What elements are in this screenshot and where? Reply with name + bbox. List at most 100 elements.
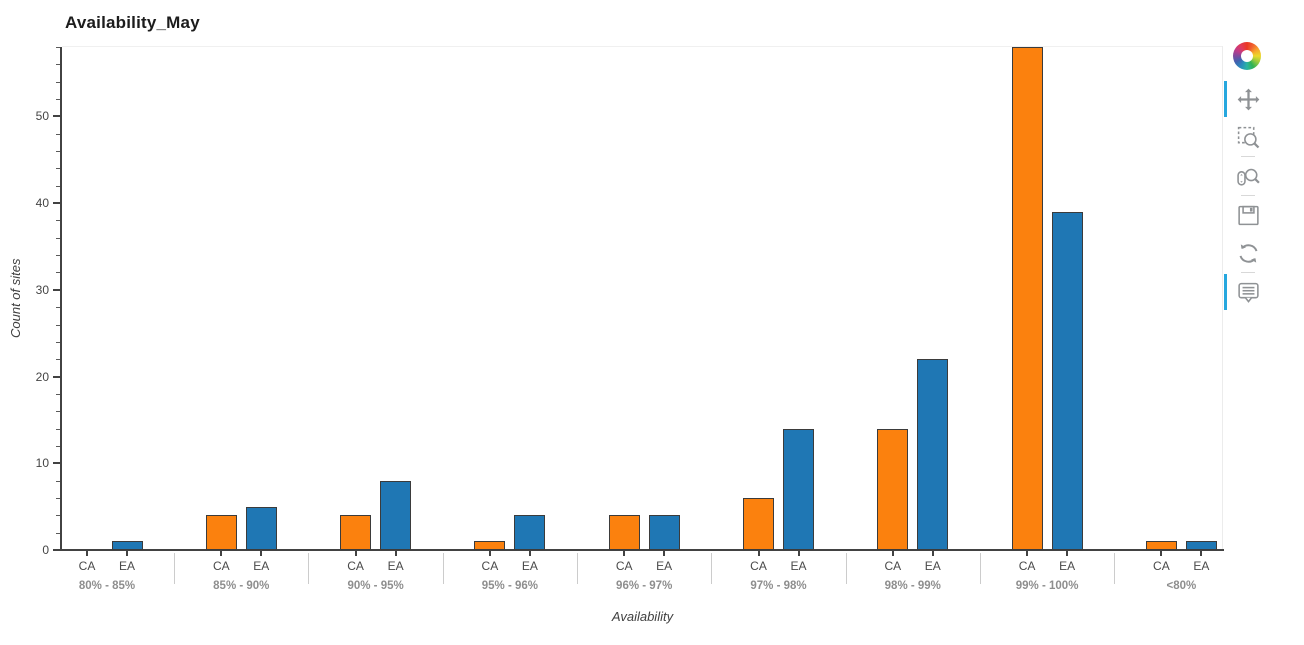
- active-tool-indicator: [1224, 274, 1227, 310]
- bokeh-logo[interactable]: [1233, 42, 1263, 72]
- bar-labels: CA EA: [206, 550, 277, 573]
- bar-slot: [340, 515, 372, 550]
- bar-label-cell: EA: [1186, 550, 1217, 573]
- x-tick: [623, 550, 626, 556]
- reset-icon: [1236, 241, 1261, 266]
- bar-label-cell: EA: [1052, 550, 1083, 573]
- category-label: 96% - 97%: [616, 580, 673, 592]
- bar-pair: [474, 47, 546, 550]
- bar-ea[interactable]: [1185, 541, 1217, 550]
- bar-ca[interactable]: [608, 515, 640, 550]
- y-minor-tick: [56, 151, 60, 153]
- x-tick: [1026, 550, 1029, 556]
- bar-ca[interactable]: [877, 429, 909, 550]
- bar-ca[interactable]: [205, 515, 237, 550]
- category-group: CA EA 98% - 99%: [846, 47, 980, 592]
- x-tick: [528, 550, 531, 556]
- bar-ca[interactable]: [474, 541, 506, 550]
- bar-label-ca: CA: [1018, 559, 1036, 573]
- bar-ca[interactable]: [743, 498, 774, 550]
- y-minor-tick: [56, 480, 60, 482]
- y-minor-tick: [56, 185, 60, 187]
- y-minor-tick: [56, 47, 60, 48]
- plot-frame-top: [62, 46, 1223, 47]
- y-minor-tick: [56, 428, 60, 430]
- bar-slot: [608, 515, 640, 550]
- bar-ea[interactable]: [514, 515, 546, 550]
- bar-slot: [111, 541, 143, 550]
- bar-ea[interactable]: [1051, 212, 1083, 550]
- y-minor-tick: [56, 307, 60, 309]
- category-group: CA EA 97% - 98%: [712, 47, 846, 592]
- bar-label-ea: EA: [656, 559, 673, 573]
- bar-labels: CA EA: [474, 550, 545, 573]
- bar-label-ea: EA: [924, 559, 941, 573]
- bar-label-ea: EA: [253, 559, 270, 573]
- category-label: 99% - 100%: [1015, 580, 1079, 592]
- bar-ea[interactable]: [380, 481, 412, 550]
- bar-label-cell: EA: [649, 550, 680, 573]
- pan-icon: [1236, 87, 1261, 112]
- bar-label-cell: EA: [514, 550, 545, 573]
- bar-label-cell: EA: [246, 550, 277, 573]
- bar-slot: [1051, 212, 1083, 550]
- bar-ea[interactable]: [245, 507, 277, 550]
- y-major-tick: [53, 288, 60, 291]
- bar-pair: [1145, 47, 1217, 550]
- toolbar-divider: [1241, 195, 1255, 196]
- bar-slot: [245, 507, 277, 550]
- bar-label-ea: EA: [790, 559, 807, 573]
- bar-slot: [1011, 47, 1043, 550]
- bar-label-cell: CA: [474, 550, 505, 573]
- bar-slot: [648, 515, 680, 550]
- y-minor-tick: [56, 324, 60, 326]
- hover-tool-button[interactable]: [1224, 274, 1272, 310]
- bar-label-cell: CA: [1012, 550, 1043, 573]
- pan-tool-button[interactable]: [1224, 81, 1272, 117]
- y-tick-label: 20: [35, 369, 49, 384]
- group-separator: [577, 553, 578, 584]
- bar-ca[interactable]: [1011, 47, 1043, 550]
- bar-ea[interactable]: [917, 359, 949, 550]
- group-separator: [174, 553, 175, 584]
- bar-label-ea: EA: [387, 559, 404, 573]
- bar-ea[interactable]: [783, 429, 814, 550]
- bar-labels: CA EA: [743, 550, 814, 573]
- bar-label-ea: EA: [1193, 559, 1210, 573]
- y-minor-tick: [56, 168, 60, 170]
- save-icon: [1236, 203, 1261, 228]
- bar-ea[interactable]: [111, 541, 143, 550]
- y-major-tick: [53, 462, 60, 465]
- bar-slot: [783, 429, 814, 550]
- wheel-zoom-tool-button[interactable]: [1224, 161, 1272, 191]
- bar-label-cell: EA: [112, 550, 143, 573]
- wheel-zoom-icon: [1236, 164, 1261, 189]
- plot-frame-right: [1222, 46, 1223, 551]
- y-minor-tick: [56, 81, 60, 83]
- x-tick: [1160, 550, 1163, 556]
- bar-ea[interactable]: [648, 515, 680, 550]
- save-tool-button[interactable]: [1224, 200, 1272, 230]
- y-minor-tick: [56, 133, 60, 135]
- y-tick-label: 40: [35, 196, 49, 211]
- bar-label-ca: CA: [481, 559, 499, 573]
- bar-slot: [205, 515, 237, 550]
- x-tick: [663, 550, 666, 556]
- category-label: 80% - 85%: [78, 580, 136, 592]
- bar-slot: [743, 498, 774, 550]
- box-zoom-tool-button[interactable]: [1224, 122, 1272, 152]
- y-minor-tick: [56, 515, 60, 517]
- y-minor-tick: [56, 220, 60, 222]
- bar-ca[interactable]: [340, 515, 372, 550]
- bar-labels: CA EA: [72, 550, 143, 573]
- bar-slot: [877, 429, 909, 550]
- y-minor-tick: [56, 237, 60, 239]
- x-axis-label: Availability: [611, 609, 674, 624]
- bar-ca[interactable]: [1145, 541, 1177, 550]
- group-separator: [846, 553, 847, 584]
- y-axis-line: [60, 47, 62, 551]
- bar-labels: CA EA: [1012, 550, 1083, 573]
- x-tick: [394, 550, 397, 556]
- reset-tool-button[interactable]: [1224, 238, 1272, 268]
